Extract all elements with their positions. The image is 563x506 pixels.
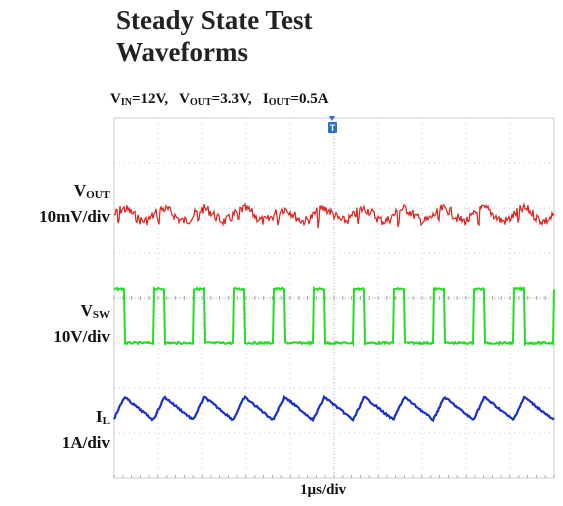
ch2-sub: SW xyxy=(92,309,110,321)
series-il xyxy=(113,394,555,423)
series-vout xyxy=(113,202,555,229)
trigger-label: T xyxy=(330,123,336,133)
vout-sub: OUT xyxy=(190,97,212,108)
ch3-scale: 1A/div xyxy=(61,433,110,452)
title-line-1: Steady State Test xyxy=(116,5,313,35)
test-conditions: VIN=12V, VOUT=3.3V, IOUT=0.5A xyxy=(110,91,329,108)
ch2-name: V xyxy=(80,301,93,320)
trigger-arrow-icon xyxy=(329,116,335,121)
channel-label-il: IL 1A/div xyxy=(38,406,110,453)
ch1-sub: OUT xyxy=(86,189,110,201)
ch3-name: I xyxy=(96,407,103,426)
x-axis-label: 1µs/div xyxy=(300,482,347,498)
iout-sub: OUT xyxy=(268,97,291,108)
ch1-scale: 10mV/div xyxy=(39,207,110,226)
vout-value: =3.3V, xyxy=(211,91,252,107)
channel-label-vsw: VSW 10V/div xyxy=(38,300,110,347)
ch2-scale: 10V/div xyxy=(53,327,110,346)
ch3-sub: L xyxy=(102,415,110,427)
ch1-name: V xyxy=(73,181,87,200)
vin-sub: IN xyxy=(120,97,132,108)
vin-label: V xyxy=(110,91,121,107)
trigger-marker: T xyxy=(328,116,337,133)
iout-label: I xyxy=(262,91,269,107)
vout-label: V xyxy=(179,91,190,107)
title-line-2: Waveforms xyxy=(116,37,248,67)
trigger-badge xyxy=(328,122,337,133)
chart-title: Steady State Test Waveforms xyxy=(116,4,313,68)
traces xyxy=(113,202,555,423)
channel-label-vout: VOUT 10mV/div xyxy=(38,180,110,227)
iout-value: =0.5A xyxy=(290,91,329,107)
vin-value: =12V, xyxy=(131,91,169,107)
series-vsw xyxy=(113,285,555,347)
